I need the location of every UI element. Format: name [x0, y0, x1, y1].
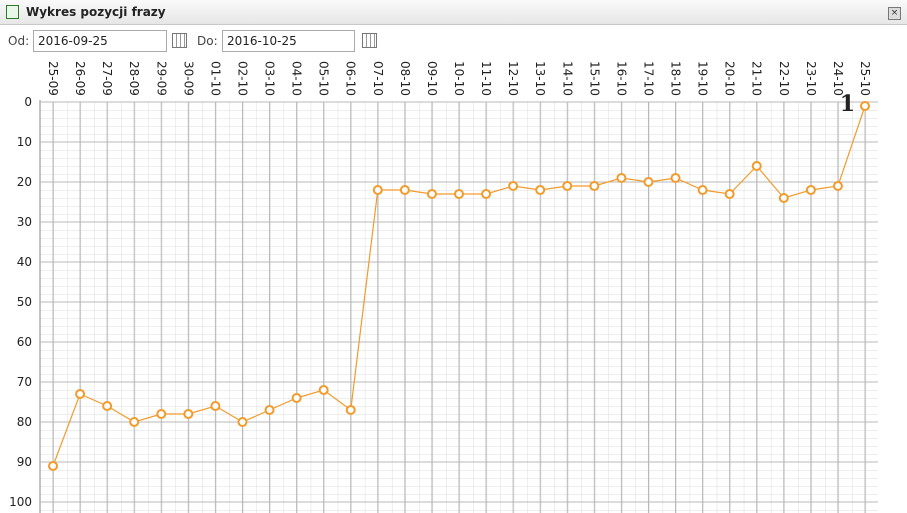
y-tick-label: 60 — [17, 335, 32, 349]
point — [156, 409, 167, 419]
x-tick-label: 14-10 — [560, 61, 574, 96]
from-label: Od: — [8, 34, 30, 48]
x-tick-label: 17-10 — [641, 61, 655, 96]
point — [778, 193, 789, 203]
point — [399, 185, 410, 195]
x-tick-label: 16-10 — [614, 61, 628, 96]
annotation: 1 — [840, 91, 855, 117]
point — [697, 185, 708, 195]
close-button[interactable]: × — [888, 7, 901, 20]
point — [264, 405, 275, 415]
y-tick-label: 0 — [24, 95, 32, 109]
x-tick-label: 25-10 — [858, 61, 872, 96]
point — [318, 385, 329, 395]
point — [291, 393, 302, 403]
x-tick-label: 20-10 — [723, 61, 737, 96]
title-bar: Wykres pozycji frazy × — [0, 0, 907, 25]
x-tick-label: 25-09 — [46, 61, 60, 96]
x-tick-label: 28-09 — [127, 61, 141, 96]
x-tick-label: 07-10 — [371, 61, 385, 96]
to-input[interactable]: 2016-10-25 — [222, 30, 355, 52]
point — [860, 101, 870, 111]
from-input[interactable]: 2016-09-25 — [33, 30, 167, 52]
point — [426, 189, 437, 199]
x-tick-label: 10-10 — [452, 61, 466, 96]
y-tick-label: 40 — [17, 255, 32, 269]
x-tick-label: 12-10 — [506, 61, 520, 96]
point — [670, 173, 681, 183]
x-tick-label: 08-10 — [398, 61, 412, 96]
x-tick-label: 02-10 — [235, 61, 249, 96]
point — [751, 161, 762, 171]
x-tick-label: 24-10 — [831, 61, 845, 96]
y-tick-label: 70 — [17, 375, 32, 389]
calendar-button[interactable] — [172, 33, 187, 48]
x-tick-label: 21-10 — [750, 61, 764, 96]
point — [562, 181, 573, 191]
point — [589, 181, 600, 191]
x-tick-label: 18-10 — [669, 61, 683, 96]
x-tick-label: 01-10 — [208, 61, 222, 96]
x-tick-label: 23-10 — [804, 61, 818, 96]
x-tick-label: 05-10 — [317, 61, 331, 96]
point — [832, 181, 843, 191]
point — [183, 409, 194, 419]
x-tick-label: 11-10 — [479, 61, 493, 96]
x-tick-label: 13-10 — [533, 61, 547, 96]
calendar-button[interactable] — [362, 33, 377, 48]
to-label: Do: — [197, 34, 218, 48]
y-tick-label: 100 — [9, 495, 32, 509]
x-tick-label: 22-10 — [777, 61, 791, 96]
point — [481, 189, 492, 199]
x-tick-label: 04-10 — [290, 61, 304, 96]
x-tick-label: 29-09 — [154, 61, 168, 96]
point — [372, 185, 383, 195]
y-tick-label: 20 — [17, 175, 32, 189]
chart: 0 10 20 30 40 50 60 70 80 90 100 25-09 26-09 27-09 28-… — [9, 61, 878, 513]
point — [210, 401, 221, 411]
window-icon — [6, 5, 19, 19]
x-tick-label: 09-10 — [425, 61, 439, 96]
x-tick-label: 30-09 — [181, 61, 195, 96]
x-tick-label: 06-10 — [344, 61, 358, 96]
x-tick-label: 03-10 — [263, 61, 277, 96]
y-tick-label: 80 — [17, 415, 32, 429]
y-tick-label: 10 — [17, 135, 32, 149]
point — [237, 417, 248, 427]
y-tick-label: 30 — [17, 215, 32, 229]
point — [805, 185, 816, 195]
point — [616, 173, 627, 183]
point — [454, 189, 464, 199]
x-tick-label: 26-09 — [73, 61, 87, 96]
point — [643, 177, 654, 187]
point — [48, 461, 58, 471]
point — [535, 185, 546, 195]
point — [75, 389, 86, 399]
y-tick-label: 50 — [17, 295, 32, 309]
x-tick-label: 19-10 — [696, 61, 710, 96]
point — [102, 401, 113, 411]
y-tick-label: 90 — [17, 455, 32, 469]
x-tick-label: 27-09 — [100, 61, 114, 96]
point — [508, 181, 519, 191]
x-tick-label: 15-10 — [587, 61, 601, 96]
window-title: Wykres pozycji frazy — [26, 5, 166, 19]
point — [129, 417, 140, 427]
point — [724, 189, 735, 199]
point — [345, 405, 356, 415]
